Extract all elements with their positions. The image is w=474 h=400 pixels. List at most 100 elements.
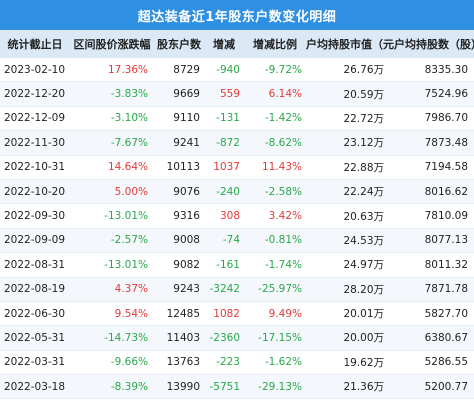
cell-price-change: 9.54%	[70, 308, 154, 320]
cell-avg-shares: 7194.58	[394, 161, 474, 173]
cell-delta: -223	[204, 356, 244, 368]
cell-holders: 12485	[154, 308, 204, 320]
table-row: 2022-08-31 -13.01% 9082 -161 -1.74% 24.97万 801…	[0, 253, 474, 277]
cell-date: 2022-12-09	[0, 112, 70, 124]
table-row: 2022-06-30 9.54% 12485 1082 9.49% 20.01万 5827.…	[0, 302, 474, 326]
cell-price-change: -9.66%	[70, 356, 154, 368]
cell-delta: 559	[204, 88, 244, 100]
cell-delta: -161	[204, 259, 244, 271]
cell-date: 2022-06-30	[0, 308, 70, 320]
cell-delta: 308	[204, 210, 244, 222]
cell-avg-shares: 7986.70	[394, 112, 474, 124]
table-row: 2022-11-30 -7.67% 9241 -872 -8.62% 23.12万 7873…	[0, 131, 474, 155]
cell-holders: 9082	[154, 259, 204, 271]
cell-delta-pct: -8.62%	[244, 137, 306, 149]
cell-price-change: 5.00%	[70, 186, 154, 198]
cell-holders: 13990	[154, 381, 204, 393]
cell-holders: 9316	[154, 210, 204, 222]
cell-delta-pct: -9.72%	[244, 64, 306, 76]
cell-price-change: -13.01%	[70, 210, 154, 222]
table-row: 2022-03-31 -9.66% 13763 -223 -1.62% 19.62万 528…	[0, 351, 474, 375]
cell-date: 2022-08-31	[0, 259, 70, 271]
cell-avg-value: 22.88万	[306, 160, 394, 175]
cell-holders: 10113	[154, 161, 204, 173]
cell-price-change: 14.64%	[70, 161, 154, 173]
cell-delta-pct: -17.15%	[244, 332, 306, 344]
cell-delta-pct: -1.42%	[244, 112, 306, 124]
cell-date: 2022-03-18	[0, 381, 70, 393]
cell-delta: 1082	[204, 308, 244, 320]
cell-avg-shares: 6380.67	[394, 332, 474, 344]
table-row: 2022-03-18 -8.39% 13990 -5751 -29.13% 21.36万 5…	[0, 375, 474, 399]
cell-avg-value: 24.53万	[306, 233, 394, 248]
cell-delta: -240	[204, 186, 244, 198]
cell-delta: -2360	[204, 332, 244, 344]
cell-avg-shares: 8335.30	[394, 64, 474, 76]
cell-avg-value: 22.24万	[306, 184, 394, 199]
cell-holders: 13763	[154, 356, 204, 368]
cell-holders: 8729	[154, 64, 204, 76]
cell-date: 2022-08-19	[0, 283, 70, 295]
cell-delta-pct: 9.49%	[244, 308, 306, 320]
cell-holders: 11403	[154, 332, 204, 344]
cell-date: 2022-12-20	[0, 88, 70, 100]
header-date: 统计截止日	[0, 36, 70, 52]
cell-delta: -872	[204, 137, 244, 149]
cell-avg-shares: 7524.96	[394, 88, 474, 100]
cell-delta: -3242	[204, 283, 244, 295]
cell-price-change: -14.73%	[70, 332, 154, 344]
cell-holders: 9110	[154, 112, 204, 124]
cell-holders: 9243	[154, 283, 204, 295]
table-title: 超达装备近1年股东户数变化明细	[0, 0, 474, 30]
header-delta-pct: 增减比例	[244, 36, 306, 52]
cell-avg-shares: 7873.48	[394, 137, 474, 149]
cell-avg-value: 22.72万	[306, 111, 394, 126]
table-row: 2022-12-20 -3.83% 9669 559 6.14% 20.59万 7524.9…	[0, 82, 474, 106]
cell-delta-pct: -29.13%	[244, 381, 306, 393]
table-row: 2022-09-09 -2.57% 9008 -74 -0.81% 24.53万 8077.…	[0, 229, 474, 253]
table-header-row: 统计截止日 区间股价涨跌幅 股东户数 增减 增减比例 户均持股市值（元） 户均持…	[0, 30, 474, 58]
table-row: 2022-08-19 4.37% 9243 -3242 -25.97% 28.20万 787…	[0, 278, 474, 302]
cell-avg-shares: 8077.13	[394, 234, 474, 246]
cell-avg-value: 20.63万	[306, 209, 394, 224]
header-delta: 增减	[204, 36, 244, 52]
table-row: 2022-10-31 14.64% 10113 1037 11.43% 22.88万 719…	[0, 156, 474, 180]
table-row: 2022-09-30 -13.01% 9316 308 3.42% 20.63万 7810.…	[0, 204, 474, 228]
cell-avg-value: 20.01万	[306, 306, 394, 321]
cell-avg-value: 23.12万	[306, 135, 394, 150]
cell-delta-pct: 6.14%	[244, 88, 306, 100]
cell-price-change: -13.01%	[70, 259, 154, 271]
cell-date: 2022-10-20	[0, 186, 70, 198]
cell-avg-value: 20.00万	[306, 330, 394, 345]
cell-holders: 9008	[154, 234, 204, 246]
table-body: 2023-02-10 17.36% 8729 -940 -9.72% 26.76万 8335…	[0, 58, 474, 399]
cell-avg-shares: 8016.62	[394, 186, 474, 198]
cell-delta-pct: -1.62%	[244, 356, 306, 368]
cell-delta-pct: 11.43%	[244, 161, 306, 173]
cell-date: 2022-10-31	[0, 161, 70, 173]
cell-delta: -940	[204, 64, 244, 76]
cell-delta: -131	[204, 112, 244, 124]
cell-price-change: -7.67%	[70, 137, 154, 149]
cell-avg-shares: 5200.77	[394, 381, 474, 393]
cell-date: 2022-11-30	[0, 137, 70, 149]
cell-delta-pct: -1.74%	[244, 259, 306, 271]
table-row: 2022-10-20 5.00% 9076 -240 -2.58% 22.24万 8016.…	[0, 180, 474, 204]
cell-delta: 1037	[204, 161, 244, 173]
cell-avg-shares: 5286.55	[394, 356, 474, 368]
header-price-change: 区间股价涨跌幅	[70, 36, 154, 52]
cell-price-change: -3.10%	[70, 112, 154, 124]
cell-avg-value: 20.59万	[306, 87, 394, 102]
table-row: 2022-12-09 -3.10% 9110 -131 -1.42% 22.72万 7986…	[0, 107, 474, 131]
cell-date: 2022-03-31	[0, 356, 70, 368]
header-avg-value: 户均持股市值（元）	[306, 36, 394, 52]
cell-avg-value: 21.36万	[306, 379, 394, 394]
cell-avg-value: 24.97万	[306, 257, 394, 272]
cell-avg-value: 19.62万	[306, 355, 394, 370]
cell-price-change: -8.39%	[70, 381, 154, 393]
cell-avg-shares: 7871.78	[394, 283, 474, 295]
cell-delta-pct: -0.81%	[244, 234, 306, 246]
cell-date: 2022-09-09	[0, 234, 70, 246]
cell-holders: 9669	[154, 88, 204, 100]
